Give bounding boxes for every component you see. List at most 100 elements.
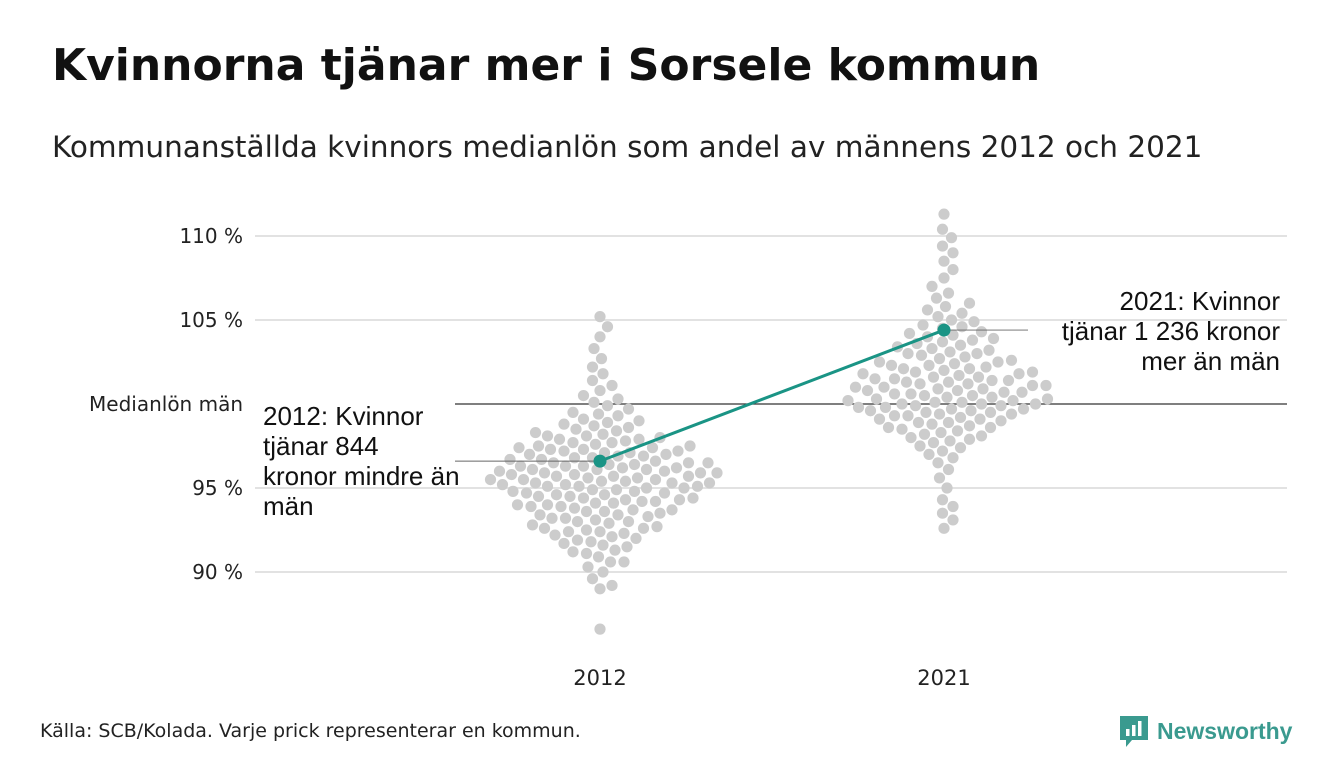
dot-2012 [550, 470, 563, 482]
dot-2012 [588, 420, 600, 432]
dot-2012 [589, 438, 602, 450]
dot-2012 [526, 463, 539, 476]
dot-2021 [933, 472, 946, 484]
dot-2021 [945, 403, 958, 415]
dot-2012 [597, 368, 609, 380]
dot-2012 [541, 499, 554, 511]
dot-2021 [1017, 403, 1030, 415]
dot-2012 [595, 353, 608, 365]
dot-2021 [936, 336, 949, 348]
dot-2012 [549, 529, 561, 541]
dot-2012 [597, 428, 609, 440]
dot-2021 [992, 356, 1004, 368]
dot-2021 [920, 406, 932, 418]
dot-2021 [947, 452, 959, 464]
dot-2012 [694, 467, 707, 479]
dot-2021 [842, 395, 854, 407]
dot-2021 [938, 208, 950, 220]
dot-2012 [546, 512, 558, 524]
dot-2012 [550, 489, 563, 501]
dot-2012 [577, 443, 590, 455]
dot-2021 [932, 457, 944, 469]
dot-2021 [1005, 354, 1018, 366]
dot-2021 [966, 334, 979, 346]
dot-2012 [594, 331, 606, 343]
dot-2021 [915, 349, 928, 361]
dot-2021 [972, 371, 985, 383]
dot-2021 [1013, 368, 1025, 380]
dot-2012 [640, 482, 653, 494]
dot-2012 [687, 492, 699, 504]
dot-2012 [529, 477, 542, 489]
dot-2012 [594, 623, 606, 635]
dot-2021 [849, 381, 862, 393]
dot-2012 [559, 479, 572, 491]
dot-2012 [582, 561, 594, 573]
dot-2021 [909, 366, 922, 378]
dot-2012 [588, 342, 600, 355]
dot-2021 [897, 363, 910, 375]
dot-2021 [968, 316, 980, 328]
dot-2021 [933, 408, 946, 420]
dot-2012 [559, 512, 572, 524]
dot-2012 [496, 479, 509, 491]
dot-2021 [864, 405, 877, 417]
dot-2021 [914, 440, 926, 452]
dot-2021 [947, 247, 959, 259]
dot-2012 [637, 522, 650, 534]
dot-2012 [682, 457, 695, 469]
dot-2012 [649, 455, 662, 467]
dot-2021 [888, 388, 901, 400]
dot-2021 [926, 342, 938, 355]
dot-2012 [573, 480, 585, 492]
dot-2021 [963, 420, 976, 432]
dot-2012 [568, 452, 581, 464]
dot-2012 [555, 500, 567, 513]
dot-2021 [896, 423, 908, 435]
dot-2021 [861, 384, 874, 397]
x-tick-label: 2021 [917, 666, 970, 690]
dot-2021 [936, 445, 949, 457]
dot-2021 [974, 413, 986, 425]
dot-2012 [633, 433, 645, 445]
dot-2012 [628, 458, 641, 471]
newsworthy-logo-text: Newsworthy [1157, 717, 1293, 744]
dot-2021 [873, 413, 886, 425]
dot-2012 [567, 406, 579, 418]
dot-2021 [923, 359, 935, 371]
dot-2012 [586, 361, 599, 373]
dot-2021 [905, 388, 917, 400]
dot-2012 [567, 546, 579, 558]
dot-2012 [594, 311, 606, 323]
annotation-layer: 2012: Kvinnor tjänar 844 kronor mindre än m… [263, 286, 1280, 521]
dot-2012 [678, 482, 690, 494]
dot-2012 [577, 413, 590, 425]
dot-2012 [660, 448, 672, 460]
dot-2012 [589, 497, 602, 509]
dot-2012 [577, 460, 590, 472]
highlight-layer [593, 323, 951, 468]
dot-2012 [567, 437, 579, 449]
highlight-line [599, 328, 945, 463]
dot-2021 [947, 500, 959, 513]
dot-2012 [594, 384, 606, 397]
dot-2021 [942, 463, 955, 476]
dot-2021 [995, 400, 1007, 412]
dot-2021 [918, 390, 931, 402]
dot-2012 [637, 450, 650, 462]
dot-2012 [582, 472, 594, 484]
dot-2012 [594, 526, 606, 538]
dot-2021 [917, 319, 929, 331]
dot-2012 [603, 517, 615, 529]
dot-2012 [571, 516, 584, 528]
dot-2021 [945, 232, 958, 244]
dot-2012 [534, 509, 546, 521]
dot-2021 [947, 514, 959, 526]
dot-2021 [980, 361, 992, 373]
dot-2021 [909, 400, 922, 412]
dot-2012 [586, 484, 599, 496]
dot-2012 [666, 504, 678, 516]
dot-2021 [975, 326, 988, 338]
dot-2012 [619, 494, 632, 506]
dot-2012 [598, 505, 611, 518]
